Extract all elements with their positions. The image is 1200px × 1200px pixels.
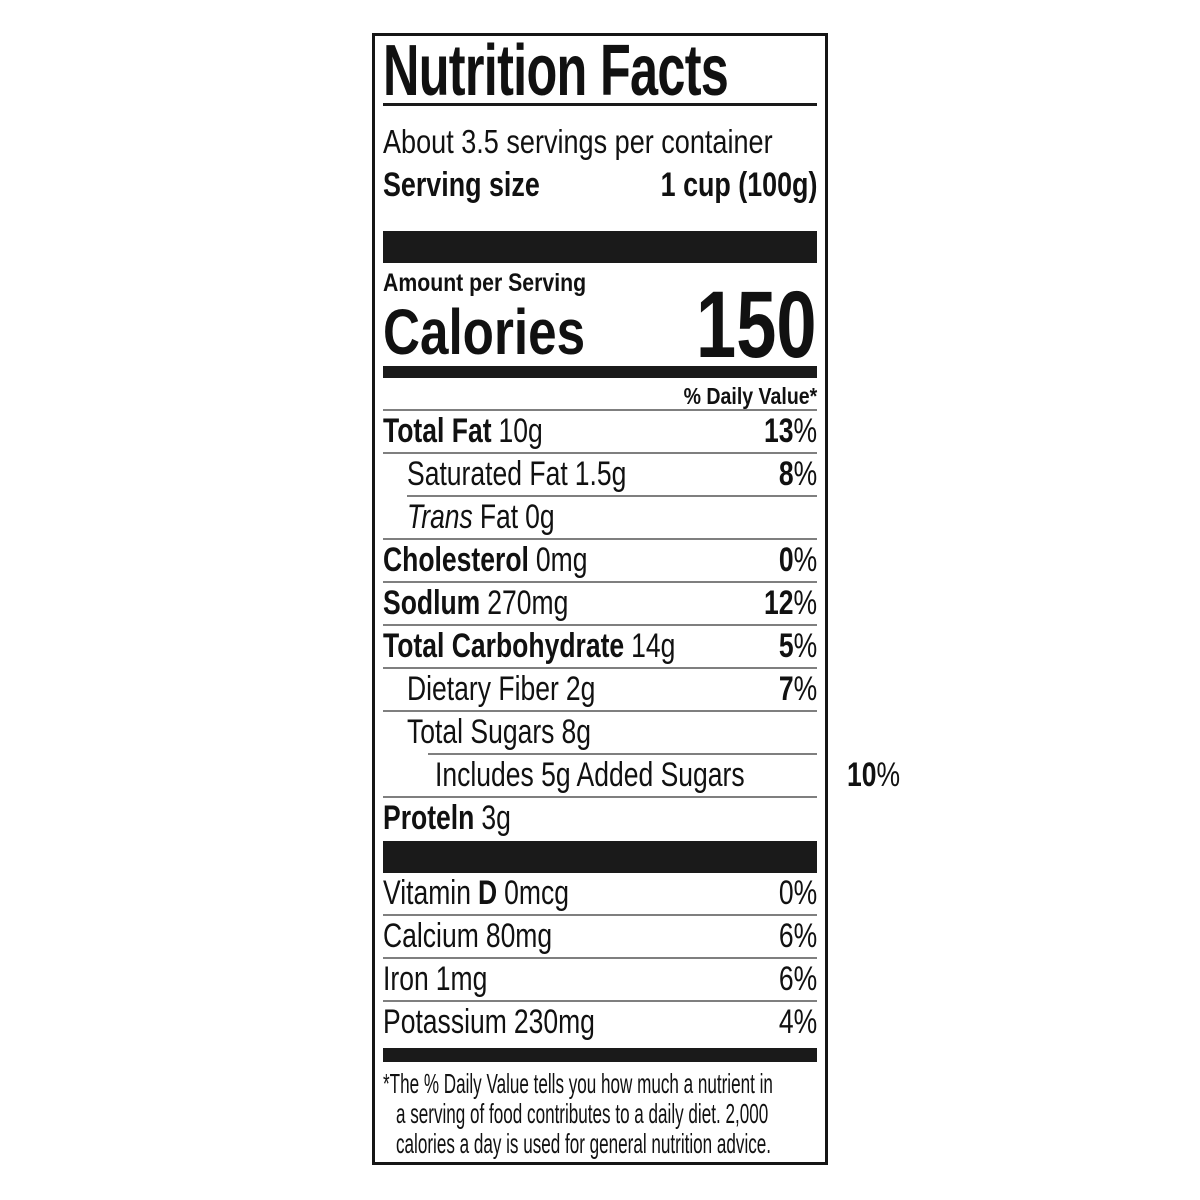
separator-bar-thick xyxy=(383,841,817,873)
footnote-line: a serving of food contributes to a daily… xyxy=(396,1098,769,1129)
percent-sign: % xyxy=(793,917,817,955)
daily-value-header-row: % Daily Value* xyxy=(383,383,817,409)
hairline-divider xyxy=(383,796,817,798)
hairline-divider xyxy=(407,495,817,497)
percent-sign: % xyxy=(793,627,817,665)
micronutrient-name: Iron xyxy=(383,960,429,998)
nutrient-row-trans-fat: Trans Fat 0g xyxy=(383,497,817,538)
hairline-divider xyxy=(383,710,817,712)
nutrient-amount: 14g xyxy=(631,627,676,665)
nutrient-row-saturated-fat: Saturated Fat 1.5g 8% xyxy=(383,454,817,495)
nutrient-row-protein: Proteln 3g xyxy=(383,798,817,839)
separator-bar-thick xyxy=(383,231,817,263)
micronutrient-daily-value: 4% xyxy=(778,1003,817,1041)
nutrient-name: Total Carbohydrate xyxy=(383,627,625,665)
nutrient-row-total-sugars: Total Sugars 8g xyxy=(383,712,817,753)
calories-value: 150 xyxy=(696,272,817,378)
percent-sign: % xyxy=(793,455,817,493)
nutrient-amount: 0mg xyxy=(535,541,588,579)
daily-value-footnote: *The % Daily Value tells you how much a … xyxy=(383,1069,817,1159)
nutrient-row-sodium: Sodlum 270mg 12% xyxy=(383,583,817,624)
nutrition-facts-label: Nutrition Facts About 3.5 servings per c… xyxy=(372,31,900,1165)
nutrient-row-total-fat: Total Fat 10g 13% xyxy=(383,411,817,452)
micronutrient-amount: 1mg xyxy=(435,960,488,998)
amount-per-serving-label: Amount per Serving xyxy=(383,269,587,297)
nutrient-row-total-carbohydrate: Total Carbohydrate 14g 5% xyxy=(383,626,817,667)
nutrient-row-cholesterol: Cholesterol 0mg 0% xyxy=(383,540,817,581)
micronutrient-row-iron: Iron 1mg 6% xyxy=(383,959,817,1000)
nutrient-amount: 8g xyxy=(561,713,591,751)
micronutrient-name: Calcium xyxy=(383,917,479,955)
nutrient-name: Total Sugars xyxy=(407,713,555,751)
nutrient-amount: 270mg xyxy=(487,584,569,622)
hairline-divider xyxy=(383,624,817,626)
serving-size-value: 1 cup (100g) xyxy=(660,166,817,204)
nutrient-amount: 1.5g xyxy=(574,455,627,493)
micronutrient-name: Vitamin xyxy=(383,874,471,912)
nutrient-amount: 2g xyxy=(565,670,596,708)
percent-sign: % xyxy=(793,412,817,450)
percent-sign: % xyxy=(876,756,901,794)
nutrient-name: Fat xyxy=(479,498,519,536)
micronutrient-name-bold: D xyxy=(477,874,498,912)
nutrient-daily-value: 5% xyxy=(778,627,817,665)
nutrient-name: Sodlum xyxy=(383,584,481,622)
nutrient-daily-value: 13% xyxy=(763,412,817,450)
nutrient-amount: 3g xyxy=(481,799,511,837)
separator-bar-medium xyxy=(383,366,817,378)
nutrient-daily-value: 0% xyxy=(778,541,817,579)
nutrient-name-italic: Trans xyxy=(407,498,473,536)
micronutrient-daily-value: 6% xyxy=(778,917,817,955)
nutrient-row-dietary-fiber: Dietary Fiber 2g 7% xyxy=(383,669,817,710)
nutrient-daily-value: 7% xyxy=(778,670,817,708)
nutrient-name: Includes 5g Added Sugars xyxy=(435,756,745,794)
nutrient-name: Saturated Fat xyxy=(407,455,568,493)
serving-size-label: Serving size xyxy=(383,166,540,204)
hairline-divider xyxy=(383,409,817,411)
nutrient-name: Proteln xyxy=(383,799,475,837)
calories-label: Calories xyxy=(383,296,586,368)
nutrient-daily-value: 8% xyxy=(778,455,817,493)
percent-sign: % xyxy=(793,960,817,998)
micronutrient-amount: 80mg xyxy=(485,917,553,955)
hairline-divider xyxy=(428,753,817,755)
micronutrient-row-potassium: Potassium 230mg 4% xyxy=(383,1002,817,1043)
micronutrient-name: Potassium xyxy=(383,1003,507,1041)
hairline-divider xyxy=(383,667,817,669)
servings-per-container: About 3.5 servings per container xyxy=(383,123,773,160)
hairline-divider xyxy=(383,581,817,583)
micronutrient-amount: 230mg xyxy=(513,1003,595,1041)
micronutrient-daily-value: 0% xyxy=(778,874,817,912)
serving-size-row: Serving size 1 cup (100g) xyxy=(383,166,817,204)
nutrient-amount: 0g xyxy=(525,498,555,536)
nutrient-name: Dietary Fiber xyxy=(407,670,559,708)
nutrient-daily-value: 12% xyxy=(763,584,817,622)
nutrient-row-added-sugars: Includes 5g Added Sugars 10% xyxy=(383,755,900,796)
separator-bar-thin xyxy=(383,1048,817,1062)
hairline-divider xyxy=(383,914,817,916)
micronutrient-row-vitamin-d: Vitamin D 0mcg 0% xyxy=(383,873,817,914)
hairline-divider xyxy=(383,538,817,540)
micronutrient-amount: 0mcg xyxy=(504,874,570,912)
micronutrient-row-calcium: Calcium 80mg 6% xyxy=(383,916,817,957)
nutrient-daily-value: 10% xyxy=(846,756,901,794)
percent-sign: % xyxy=(793,670,817,708)
nutrient-amount: 10g xyxy=(498,412,543,450)
hairline-divider xyxy=(383,1000,817,1002)
percent-sign: % xyxy=(793,541,817,579)
percent-sign: % xyxy=(793,1003,817,1041)
calories-row: Calories 150 xyxy=(383,278,817,373)
micronutrient-daily-value: 6% xyxy=(778,960,817,998)
label-title: Nutrition Facts xyxy=(383,31,729,111)
hairline-divider xyxy=(383,957,817,959)
footnote-line: calories a day is used for general nutri… xyxy=(396,1128,772,1159)
hairline-divider xyxy=(383,452,817,454)
nutrient-name: Total Fat xyxy=(383,412,492,450)
percent-sign: % xyxy=(793,584,817,622)
nutrient-name: Cholesterol xyxy=(383,541,529,579)
percent-sign: % xyxy=(793,874,817,912)
footnote-line: *The % Daily Value tells you how much a … xyxy=(383,1068,773,1099)
title-underline: Nutrition Facts xyxy=(383,31,817,111)
daily-value-header: % Daily Value* xyxy=(683,383,817,409)
